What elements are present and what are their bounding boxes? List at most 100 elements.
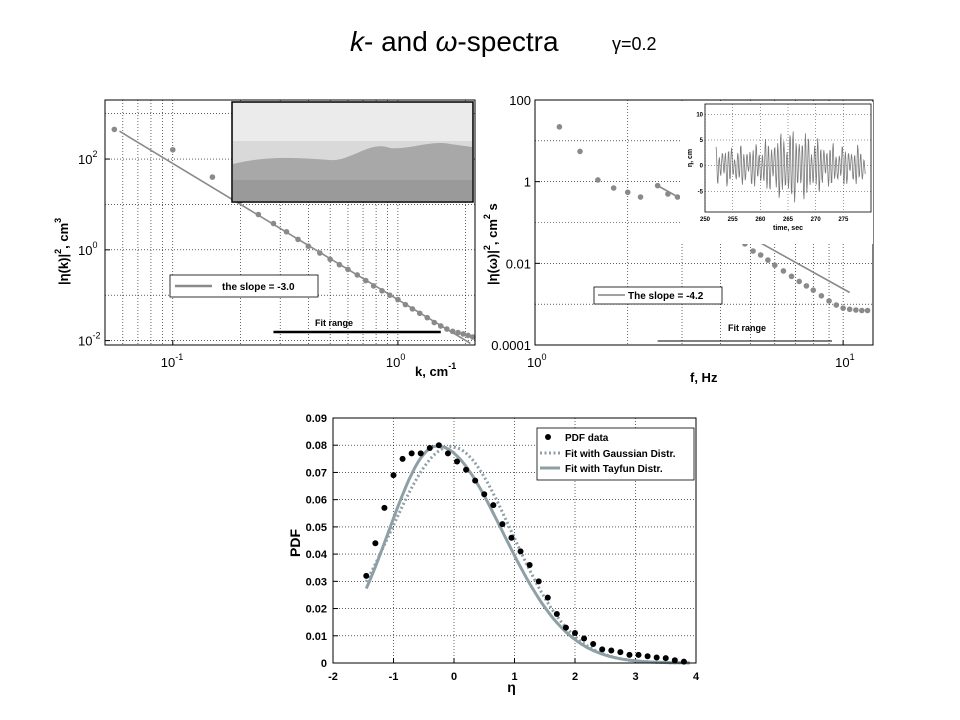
k-data-point: [336, 261, 343, 268]
k-ytick-label: 10-2: [78, 331, 100, 349]
title-main: k- and ω-spectra: [350, 26, 559, 58]
w-data-point: [595, 177, 601, 183]
w-inset-xtick-label: 270: [811, 217, 822, 223]
k-data-point: [362, 277, 369, 284]
pdf-data-point: [635, 651, 642, 658]
w-data-point: [556, 124, 563, 130]
pdf-data-point: [526, 562, 533, 568]
w-data-point: [859, 307, 865, 314]
w-ytick-label: 100: [509, 93, 531, 108]
pdf-ytick-label: 0.08: [306, 440, 327, 452]
k-xtick-label-exp: 0: [400, 352, 405, 362]
w-xtick-label-base: 10: [835, 355, 849, 370]
k-ytick-label-exp: 2: [92, 149, 97, 159]
w-data-point: [864, 307, 871, 314]
k-data-point: [209, 174, 216, 180]
k-data-point: [455, 329, 461, 336]
w-ytick-label: 0.01: [506, 256, 531, 271]
k-ytick-label: 102: [78, 149, 97, 167]
pdf-data-point: [408, 450, 415, 457]
w-xtick-label-exp: 1: [850, 352, 855, 362]
w-data-point: [624, 189, 631, 196]
k-data-point: [379, 288, 385, 294]
k-xtick-label: 10-1: [161, 352, 183, 370]
w-data-point: [788, 273, 795, 280]
pdf-data-point: [608, 647, 615, 654]
w-fit-range-label: Fit range: [728, 323, 766, 333]
pdf-data-point: [363, 572, 370, 579]
w-data-point: [803, 283, 810, 289]
pdf-panel: -2 -1 0 1 2 3 4 0 0.01 0.02 0.03 0.04 0.05 0.06 0.07 0.…: [287, 413, 700, 695]
pdf-data-point: [472, 477, 479, 484]
k-ylabel: |η(k)|2, cm3: [53, 218, 71, 285]
k-ytick-label-exp: -2: [92, 331, 100, 341]
k-xlabel: k, cm-1: [415, 361, 456, 379]
pdf-data-point: [544, 594, 551, 601]
pdf-ytick-label: 0.07: [306, 467, 327, 479]
w-data-point: [833, 302, 840, 308]
w-data-point: [818, 293, 825, 299]
k-data-point: [444, 326, 450, 332]
w-inset-xtick-label: 260: [755, 217, 766, 223]
pdf-legend-label-data: PDF data: [565, 433, 609, 444]
pdf-ylabel: PDF: [287, 529, 303, 557]
w-inset-ytick-label: 10: [696, 112, 703, 118]
pdf-data-point: [662, 655, 669, 662]
pdf-xtick-label: 2: [572, 671, 578, 683]
w-inset-ytick-label: -5: [698, 189, 704, 195]
k-ytick-label: 100: [78, 240, 97, 258]
pdf-data-point: [562, 624, 569, 631]
pdf-data-point: [444, 450, 451, 457]
w-legend-box: [593, 286, 723, 305]
pdf-data-point: [390, 472, 397, 479]
w-data-point: [665, 191, 671, 197]
w-data-point: [765, 257, 771, 263]
pdf-data-point: [508, 534, 515, 541]
k-ytick-label-base: 10: [78, 152, 92, 167]
k-ylabel-unit: , cm: [56, 223, 71, 249]
w-inset-xtick-label: 250: [700, 217, 711, 223]
k-data-point: [424, 314, 431, 321]
w-ylabel-unit: , cm: [485, 219, 500, 245]
k-data-point: [111, 126, 118, 133]
k-data-point: [327, 256, 333, 263]
w-data-point: [757, 252, 764, 258]
k-data-point: [305, 243, 312, 250]
pdf-data-point: [581, 635, 588, 642]
pdf-axes-frame: [332, 417, 697, 664]
pdf-data-point: [617, 649, 624, 656]
w-ylabel-unit-exp: 2: [482, 214, 492, 219]
title-omega: ω: [435, 26, 458, 57]
k-ylabel-a-exp: 2: [53, 249, 63, 254]
k-ylabel-unit-exp: 3: [53, 218, 63, 223]
w-inset-xlabel: time, sec: [773, 225, 803, 232]
pdf-data-point: [481, 491, 488, 498]
k-xlabel-exp: -1: [448, 361, 456, 371]
w-data-point: [840, 305, 846, 311]
w-data-point: [796, 278, 802, 285]
pdf-ytick-label: 0.09: [306, 413, 327, 425]
k-ytick-label-base: 10: [78, 243, 92, 258]
k-fit-range-label: Fit range: [315, 318, 353, 328]
k-data-point: [270, 220, 277, 227]
w-ylabel-unit-s: s: [485, 203, 500, 214]
w-inset-ytick-label: 5: [700, 138, 704, 144]
w-xtick-label-exp: 0: [541, 352, 546, 362]
k-data-point: [317, 250, 323, 256]
pdf-data-point: [626, 651, 633, 658]
k-data-point: [169, 146, 176, 153]
k-ytick-label-base: 10: [78, 334, 92, 349]
k-data-point: [395, 296, 401, 303]
pdf-data-point: [499, 521, 506, 528]
pdf-data-point: [653, 654, 660, 661]
k-data-point: [345, 266, 351, 273]
w-data-point: [577, 148, 583, 155]
w-data-point: [780, 268, 787, 274]
k-data-point: [255, 211, 262, 218]
pdf-data-point: [517, 548, 524, 555]
pdf-data-point: [590, 640, 597, 647]
pdf-data-point: [381, 504, 388, 511]
pdf-legend-swatch-data: [545, 434, 551, 440]
title-k: k: [350, 26, 364, 57]
